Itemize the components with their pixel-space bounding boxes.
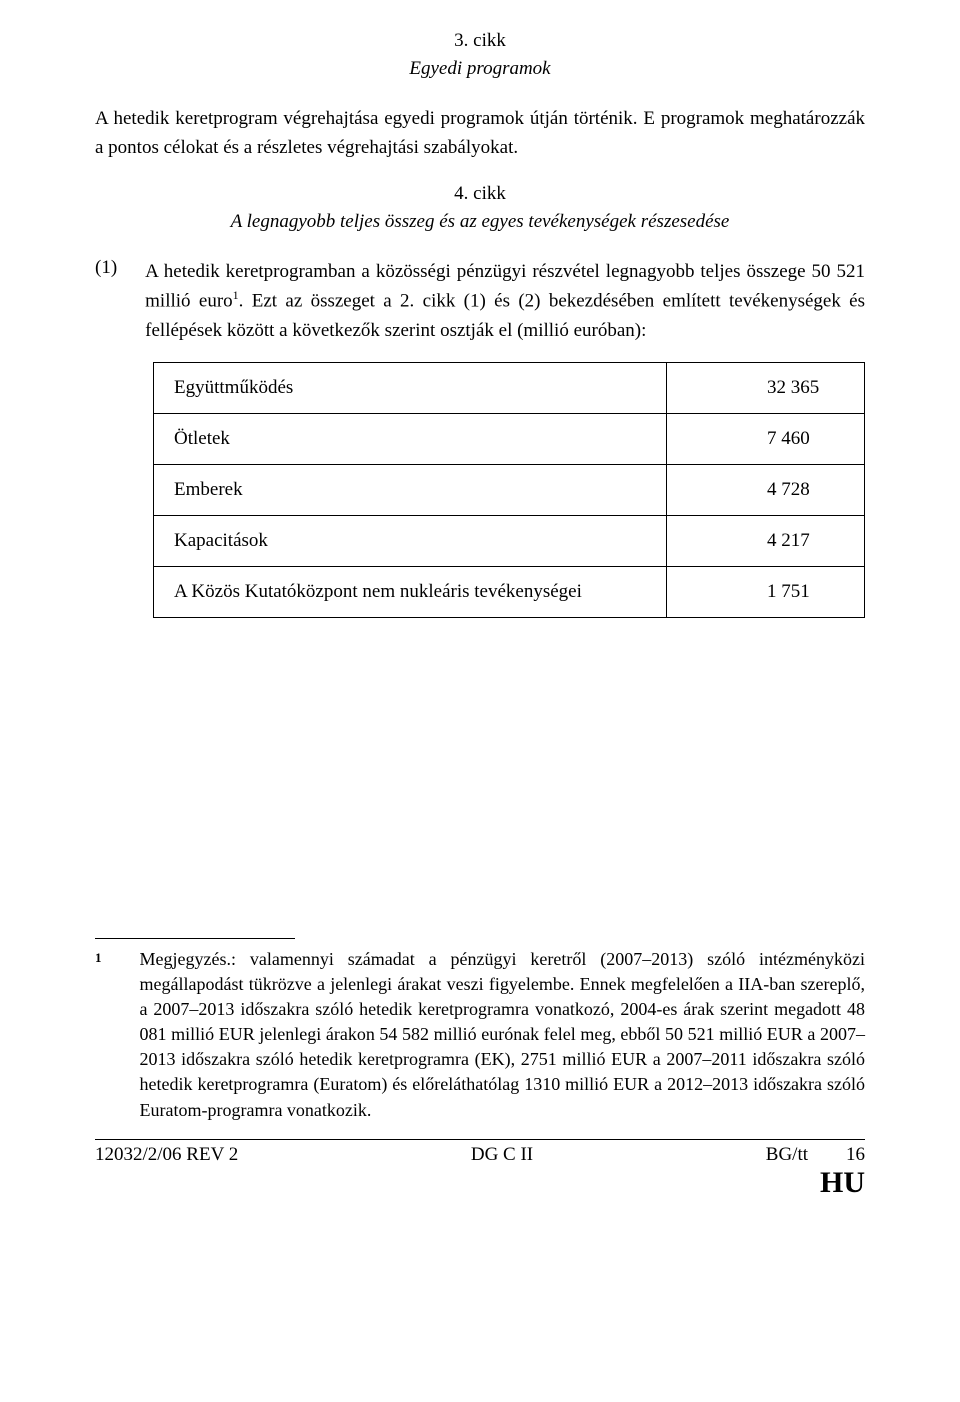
cell-label: Kapacitások [154, 515, 667, 566]
table-row: Kapacitások 4 217 [154, 515, 865, 566]
footer-right: BG/tt 16 HU [766, 1144, 865, 1198]
table-row: A Közös Kutatóközpont nem nukleáris tevé… [154, 566, 865, 617]
footnote-text: Megjegyzés.: valamennyi számadat a pénzü… [140, 947, 866, 1123]
footer-lang: HU [766, 1168, 865, 1198]
cell-label: Emberek [154, 464, 667, 515]
cell-label: Együttműködés [154, 362, 667, 413]
table-row: Ötletek 7 460 [154, 413, 865, 464]
cell-value: 32 365 [667, 362, 865, 413]
article3-number: 3. cikk [95, 30, 865, 52]
footnote-rule [95, 938, 295, 939]
cell-value: 4 728 [667, 464, 865, 515]
cell-value: 7 460 [667, 413, 865, 464]
footer-doc-ref: 12032/2/06 REV 2 [95, 1144, 238, 1166]
footer-author: BG/tt [766, 1144, 808, 1165]
page: 3. cikk Egyedi programok A hetedik keret… [0, 0, 960, 1402]
text-part-b: . Ezt az összeget a 2. cikk (1) és (2) b… [145, 291, 865, 341]
page-rule [95, 1139, 865, 1140]
table-row: Együttműködés 32 365 [154, 362, 865, 413]
footer-page-num: 16 [846, 1144, 865, 1165]
cell-value: 1 751 [667, 566, 865, 617]
article4-item1: (1) A hetedik keretprogramban a közösség… [95, 257, 865, 346]
footnote: 1 Megjegyzés.: valamennyi számadat a pén… [95, 947, 865, 1123]
footnote-number: 1 [95, 947, 102, 1123]
cell-label: Ötletek [154, 413, 667, 464]
article3-title: Egyedi programok [95, 58, 865, 80]
allocation-table: Együttműködés 32 365 Ötletek 7 460 Ember… [153, 362, 865, 618]
table-wrapper: Együttműködés 32 365 Ötletek 7 460 Ember… [95, 362, 865, 618]
article4-title: A legnagyobb teljes összeg és az egyes t… [95, 211, 865, 233]
spacer [95, 618, 865, 938]
cell-value: 4 217 [667, 515, 865, 566]
article3-paragraph: A hetedik keretprogram végrehajtása egye… [95, 104, 865, 163]
item-text: A hetedik keretprogramban a közösségi pé… [145, 257, 865, 346]
table-row: Emberek 4 728 [154, 464, 865, 515]
page-footer: 12032/2/06 REV 2 DG C II BG/tt 16 HU [95, 1144, 865, 1198]
cell-label: A Közös Kutatóközpont nem nukleáris tevé… [154, 566, 667, 617]
item-number: (1) [95, 257, 117, 346]
article4-number: 4. cikk [95, 183, 865, 205]
footer-center: DG C II [238, 1144, 766, 1166]
